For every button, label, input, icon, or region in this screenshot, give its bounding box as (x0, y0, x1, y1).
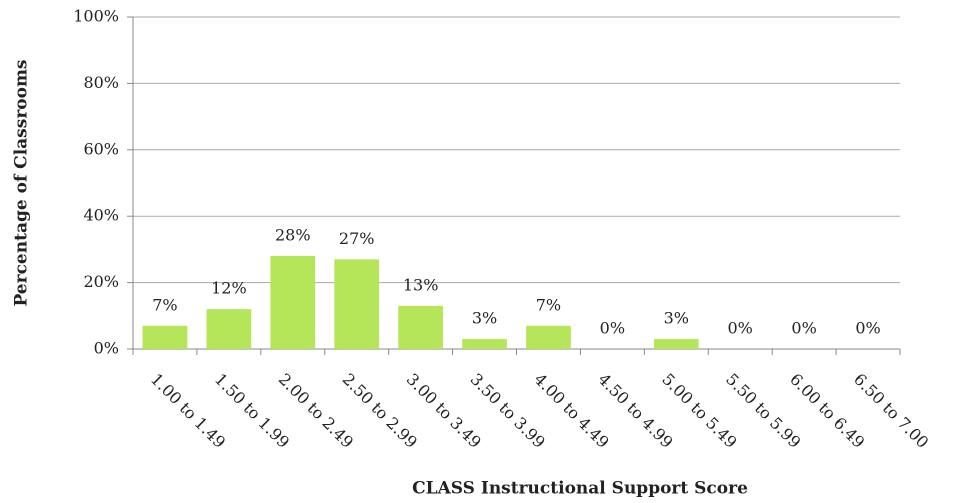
y-tick-label: 0% (94, 339, 119, 358)
data-label: 0% (728, 319, 753, 338)
data-label: 0% (600, 319, 625, 338)
y-tick-label: 40% (83, 206, 119, 225)
bar (334, 259, 380, 349)
y-tick-label: 60% (83, 139, 119, 158)
data-label: 7% (536, 295, 561, 314)
data-label: 3% (472, 309, 497, 328)
data-label: 27% (339, 229, 375, 248)
y-axis-title: Percentage of Classrooms (12, 59, 32, 306)
data-label: 7% (152, 295, 177, 314)
bar (270, 256, 316, 349)
bar (398, 305, 443, 349)
data-label: 12% (211, 279, 247, 298)
y-tick-label: 100% (73, 7, 119, 26)
bar (526, 325, 571, 349)
y-tick-label: 80% (83, 73, 119, 92)
bar (206, 309, 252, 349)
data-label: 13% (403, 275, 439, 294)
y-tick-label: 20% (83, 272, 119, 291)
bar (653, 339, 699, 349)
bar (462, 339, 507, 349)
data-label: 28% (275, 226, 311, 245)
x-axis-title: CLASS Instructional Support Score (412, 479, 748, 499)
bar (142, 325, 188, 349)
data-label: 0% (855, 319, 880, 338)
data-label: 3% (664, 309, 689, 328)
data-label: 0% (791, 319, 816, 338)
